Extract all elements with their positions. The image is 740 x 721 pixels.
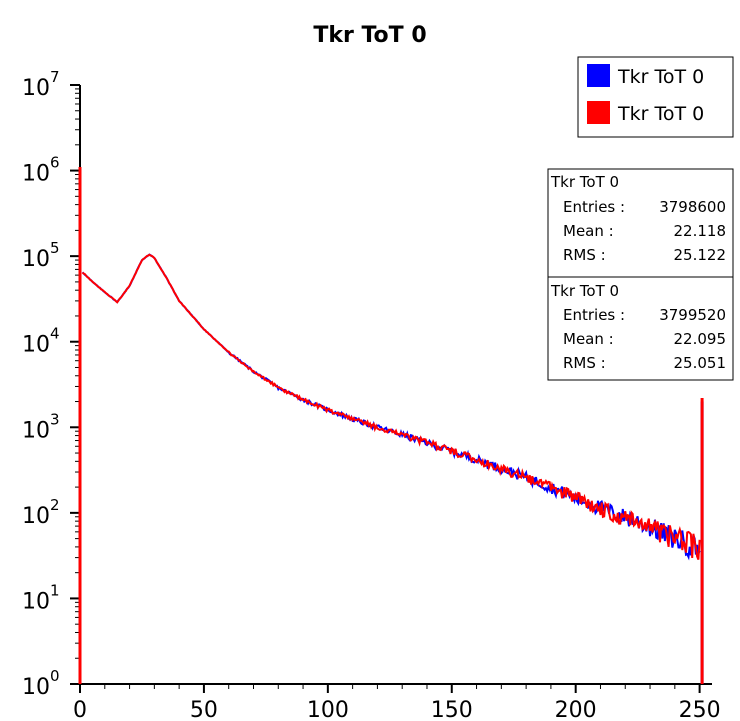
y-tick-label-base: 10 [22,162,50,187]
legend: Tkr ToT 0 Tkr ToT 0 [577,56,734,138]
x-ticks: 0 50 100 150 200 250 [73,684,721,721]
stats-title: Tkr ToT 0 [550,282,619,300]
x-tick-label: 100 [307,698,349,721]
stats-box-frame [547,168,734,278]
stats-rms-label: RMS : [563,246,606,264]
x-tick-label: 200 [555,698,597,721]
x-tick-label: 150 [431,698,473,721]
legend-swatch-red [587,101,610,124]
y-tick-label-base: 10 [22,504,50,529]
y-tick-label-exponent: 1 [50,581,60,599]
y-tick-label-base: 10 [22,418,50,443]
y-tick-label-base: 10 [22,589,50,614]
stats-title: Tkr ToT 0 [550,173,619,191]
series-line-red [81,253,701,560]
y-tick-label-exponent: 7 [50,68,60,86]
stats-mean-label: Mean : [563,222,614,240]
stats-entries-value: 3799520 [659,306,726,324]
stats-entries-label: Entries : [563,306,625,324]
stats-mean-value: 22.118 [674,222,727,240]
y-tick-label-exponent: 0 [50,667,60,685]
y-tick-label-exponent: 6 [50,154,60,172]
legend-label-red: Tkr ToT 0 [617,103,704,125]
y-tick-label-base: 10 [22,76,50,101]
y-tick-label-exponent: 3 [50,410,60,428]
stats-box-red: Tkr ToT 0 Entries : 3799520 Mean : 22.09… [547,276,734,381]
series-layer [78,167,704,684]
y-tick-label-base: 10 [22,675,50,700]
y-tick-label-base: 10 [22,333,50,358]
y-tick-label-base: 10 [22,247,50,272]
stats-rms-label: RMS : [563,354,606,372]
stats-mean-label: Mean : [563,330,614,348]
stats-box-frame [547,276,734,381]
stats-rms-value: 25.122 [674,246,727,264]
x-tick-label: 50 [190,698,218,721]
x-tick-label: 250 [679,698,721,721]
y-tick-label-exponent: 5 [50,239,60,257]
stats-box-blue: Tkr ToT 0 Entries : 3798600 Mean : 22.11… [547,168,734,278]
legend-swatch-blue [587,64,610,87]
x-tick-label: 0 [73,698,87,721]
stats-entries-label: Entries : [563,198,625,216]
y-tick-label-exponent: 4 [50,325,60,343]
y-tick-label-exponent: 2 [50,496,60,514]
stats-rms-value: 25.051 [674,354,727,372]
legend-label-blue: Tkr ToT 0 [617,66,704,88]
chart-title: Tkr ToT 0 [313,23,426,48]
stats-mean-value: 22.095 [674,330,727,348]
stats-entries-value: 3798600 [659,198,726,216]
